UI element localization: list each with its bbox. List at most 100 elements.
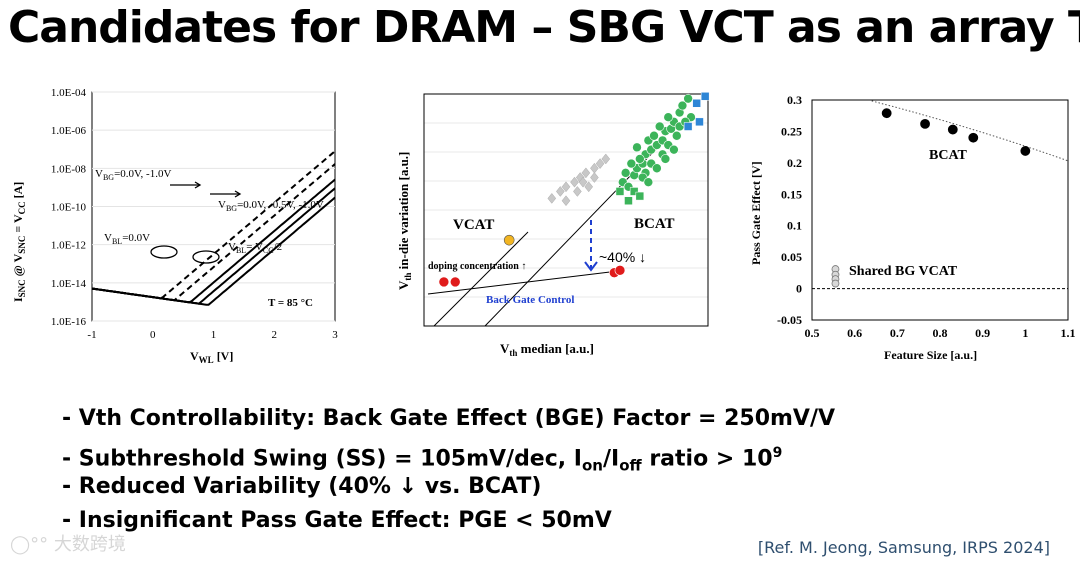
vbl-zero-label: VBL=0.0V [104, 232, 150, 246]
pge-x-tick: 0.8 [933, 326, 948, 340]
iv-x-tick: 2 [272, 329, 278, 341]
vth-point [654, 121, 665, 132]
pass-gate-chart: -0.05 0 0.05 0.1 0.15 0.2 0.25 0.3 0.5 0.6 0.7 0.8 0… [740, 82, 1080, 367]
pge-point [881, 108, 892, 119]
vth-point [615, 187, 625, 196]
slide-title: Candidates for DRAM – SBG VCT as an arra… [8, 2, 1080, 53]
vth-point [561, 181, 571, 193]
vth-point [614, 265, 626, 276]
vth-point [626, 158, 637, 169]
vth-point [700, 92, 710, 101]
iv-y-tick: 1.0E-08 [51, 163, 87, 175]
vth-point [561, 195, 571, 207]
vth-point [683, 122, 693, 131]
vth-point [584, 181, 594, 193]
pge-plot-frame [811, 99, 1069, 321]
vcat-label: VCAT [453, 217, 494, 233]
vth-point [620, 168, 631, 178]
iv-curve-chart: 1.0E-16 1.0E-14 1.0E-12 1.0E-10 1.0E-08 1.0E-… [0, 82, 345, 367]
vbl-half-label: VBL= VCC/2 [228, 241, 282, 255]
iv-y-tick: 1.0E-04 [51, 87, 87, 99]
iv-x-tick: 0 [150, 329, 156, 341]
bullet-variability: - Reduced Variability (40% ↓ vs. BCAT) [62, 474, 542, 499]
pge-y-tick: 0.25 [781, 124, 802, 138]
vth-point [652, 163, 662, 174]
vth-plot-frame [423, 93, 709, 327]
backgate-label: Back Gate Control [486, 294, 574, 306]
pge-y-tick: 0.3 [787, 93, 802, 107]
vth-point [683, 93, 693, 104]
pge-y-axis-label: Pass Gate Effect [V] [749, 161, 763, 265]
bullet-bge: - Vth Controllability: Back Gate Effect … [62, 406, 836, 431]
pge-y-tick: 0.15 [781, 187, 802, 201]
pge-y-tick: 0.2 [787, 156, 802, 170]
bcat-trend-curve [871, 100, 1069, 162]
reduction-arrow-head [584, 261, 598, 272]
temperature-label: T = 85 °C [268, 297, 313, 309]
bullet-list: - Vth Controllability: Back Gate Effect … [62, 402, 835, 538]
vth-point [643, 177, 654, 187]
vbl-half-ellipse [192, 250, 220, 264]
iv-y-tick: 1.0E-16 [51, 316, 87, 328]
pge-y-tick: 0.1 [787, 219, 802, 233]
vth-point [573, 186, 582, 197]
iv-x-tick: 3 [332, 329, 338, 341]
vth-point [624, 196, 633, 205]
reduction-label: ~40% ↓ [599, 249, 646, 265]
vth-point [438, 276, 450, 288]
pge-x-tick: 0.6 [847, 326, 862, 340]
vth-variation-chart: VCAT BCAT doping concentration ↑ Back Ga… [388, 82, 718, 367]
bcat-label: BCAT [634, 216, 675, 232]
iv-y-axis-label: ISNC @ VSNC = VCC [A] [11, 182, 27, 302]
vbg-left-label: VBG=0.0V, -1.0V [95, 168, 171, 182]
iv-x-axis-label: VWL [V] [190, 349, 233, 365]
vth-point [632, 142, 642, 153]
vth-point [547, 192, 557, 204]
iv-x-tick: -1 [87, 329, 96, 341]
vbg-right-label: VBG=0.0V, -0.5V, -1.0V [218, 199, 324, 213]
iv-curve [91, 196, 336, 306]
vth-point [595, 158, 605, 170]
iv-y-tick: 1.0E-10 [51, 202, 87, 214]
pge-point [947, 124, 958, 135]
pge-point [1020, 146, 1031, 156]
iv-x-tick: 1 [211, 329, 217, 341]
pge-bcat-label: BCAT [929, 148, 968, 163]
vth-point [669, 144, 679, 155]
vth-point [695, 117, 704, 127]
iv-y-tick: 1.0E-12 [51, 240, 86, 252]
pge-point [920, 118, 930, 129]
vth-point [555, 186, 565, 197]
pge-x-tick: 0.5 [805, 326, 820, 340]
pge-x-tick: 0.9 [975, 326, 990, 340]
vth-point [629, 187, 639, 196]
vth-point [671, 130, 682, 141]
vth-point [635, 154, 645, 164]
doping-label: doping concentration ↑ [428, 261, 526, 272]
vth-point [449, 276, 461, 288]
pge-x-tick: 1 [1022, 326, 1028, 340]
vth-point [578, 176, 588, 188]
vth-point [692, 99, 701, 108]
iv-curve-plot: 1.0E-16 1.0E-14 1.0E-12 1.0E-10 1.0E-08 1.0E-… [11, 87, 338, 365]
vth-point [663, 112, 674, 123]
vth-point [635, 191, 645, 201]
iv-y-tick: 1.0E-14 [51, 278, 87, 290]
pass-gate-plot: -0.05 0 0.05 0.1 0.15 0.2 0.25 0.3 0.5 0.6 0.7 0.8 0… [749, 93, 1076, 362]
vth-point [503, 234, 515, 246]
reference-citation: [Ref. M. Jeong, Samsung, IRPS 2024] [757, 538, 1050, 557]
vth-point [660, 154, 671, 164]
pge-x-tick: 1.1 [1061, 326, 1076, 340]
vth-point [590, 172, 599, 183]
vth-point [649, 130, 659, 141]
vth-point [601, 153, 611, 165]
vbl-zero-ellipse [150, 245, 178, 259]
pge-x-tick: 0.7 [890, 326, 905, 340]
bullet-ss: - Subthreshold Swing (SS) = 105mV/dec, I… [62, 445, 783, 475]
watermark-icon: ◯°° [10, 534, 54, 555]
pge-x-axis-label: Feature Size [a.u.] [884, 348, 977, 362]
pge-shared-label: Shared BG VCAT [849, 264, 958, 279]
left-arrow-head [194, 181, 202, 189]
pge-y-tick: -0.05 [777, 313, 802, 327]
watermark: ◯°° 大数跨境 [10, 534, 126, 555]
